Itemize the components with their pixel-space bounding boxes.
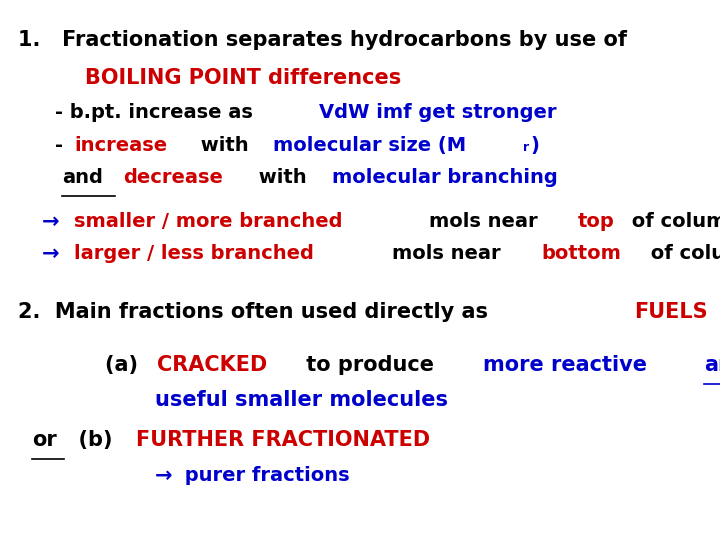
Text: mols near: mols near	[392, 244, 508, 263]
Text: -: -	[55, 136, 70, 155]
Text: 1.   Fractionation separates hydrocarbons by use of: 1. Fractionation separates hydrocarbons …	[18, 30, 627, 50]
Text: with: with	[194, 136, 256, 155]
Text: top: top	[578, 212, 615, 231]
Text: decrease: decrease	[123, 168, 223, 187]
Text: 2.  Main fractions often used directly as: 2. Main fractions often used directly as	[18, 302, 495, 322]
Text: →: →	[155, 466, 173, 486]
Text: increase: increase	[74, 136, 167, 155]
Text: bottom: bottom	[541, 244, 621, 263]
Text: (a): (a)	[105, 355, 145, 375]
Text: of column: of column	[626, 212, 720, 231]
Text: purer fractions: purer fractions	[178, 466, 349, 485]
Text: FURTHER FRACTIONATED: FURTHER FRACTIONATED	[136, 430, 430, 450]
Text: ): )	[531, 136, 539, 155]
Text: and: and	[62, 168, 103, 187]
Text: BOILING POINT differences: BOILING POINT differences	[85, 68, 401, 88]
Text: smaller / more branched: smaller / more branched	[74, 212, 349, 231]
Text: molecular branching: molecular branching	[331, 168, 557, 187]
Text: or: or	[32, 430, 57, 450]
Text: with: with	[252, 168, 314, 187]
Text: →: →	[42, 212, 67, 232]
Text: CRACKED: CRACKED	[157, 355, 267, 375]
Text: larger / less branched: larger / less branched	[74, 244, 320, 263]
Text: VdW imf get stronger: VdW imf get stronger	[319, 103, 557, 122]
Text: of column: of column	[644, 244, 720, 263]
Text: molecular size (M: molecular size (M	[274, 136, 467, 155]
Text: r: r	[523, 141, 528, 154]
Text: FUELS: FUELS	[634, 302, 708, 322]
Text: →: →	[42, 244, 67, 264]
Text: and: and	[703, 355, 720, 375]
Text: - b.pt. increase as: - b.pt. increase as	[55, 103, 260, 122]
Text: more reactive: more reactive	[482, 355, 654, 375]
Text: mols near: mols near	[429, 212, 544, 231]
Text: (b): (b)	[64, 430, 120, 450]
Text: useful smaller molecules: useful smaller molecules	[155, 390, 448, 410]
Text: to produce: to produce	[300, 355, 441, 375]
